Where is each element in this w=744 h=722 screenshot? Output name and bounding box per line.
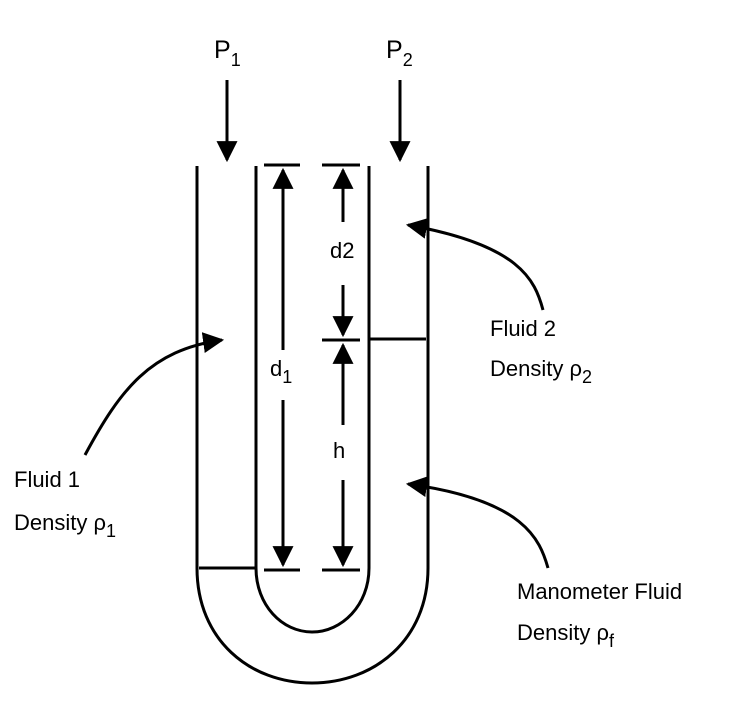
fluid1-callout-arrow (83, 332, 225, 456)
tube-outer-wall (195, 166, 430, 685)
fluid2-callout-arrow (405, 217, 545, 311)
p2-label: P2 (386, 36, 413, 70)
d2-label: d2 (330, 238, 354, 263)
fluid1-name: Fluid 1 (14, 467, 80, 492)
p1-label: P1 (214, 36, 241, 70)
h-label: h (333, 438, 345, 463)
fluid2-name: Fluid 2 (490, 316, 556, 341)
fluid2-density: Density ρ2 (490, 356, 592, 387)
u-tube (195, 166, 430, 685)
manometer-fluid-density: Density ρf (517, 620, 615, 651)
manometer-fluid-name: Manometer Fluid (517, 579, 682, 604)
fluid1-density: Density ρ1 (14, 510, 116, 541)
tube-inner-wall (254, 166, 371, 634)
d1-label: d1 (270, 356, 292, 387)
manometer-callout-arrow (405, 476, 550, 569)
